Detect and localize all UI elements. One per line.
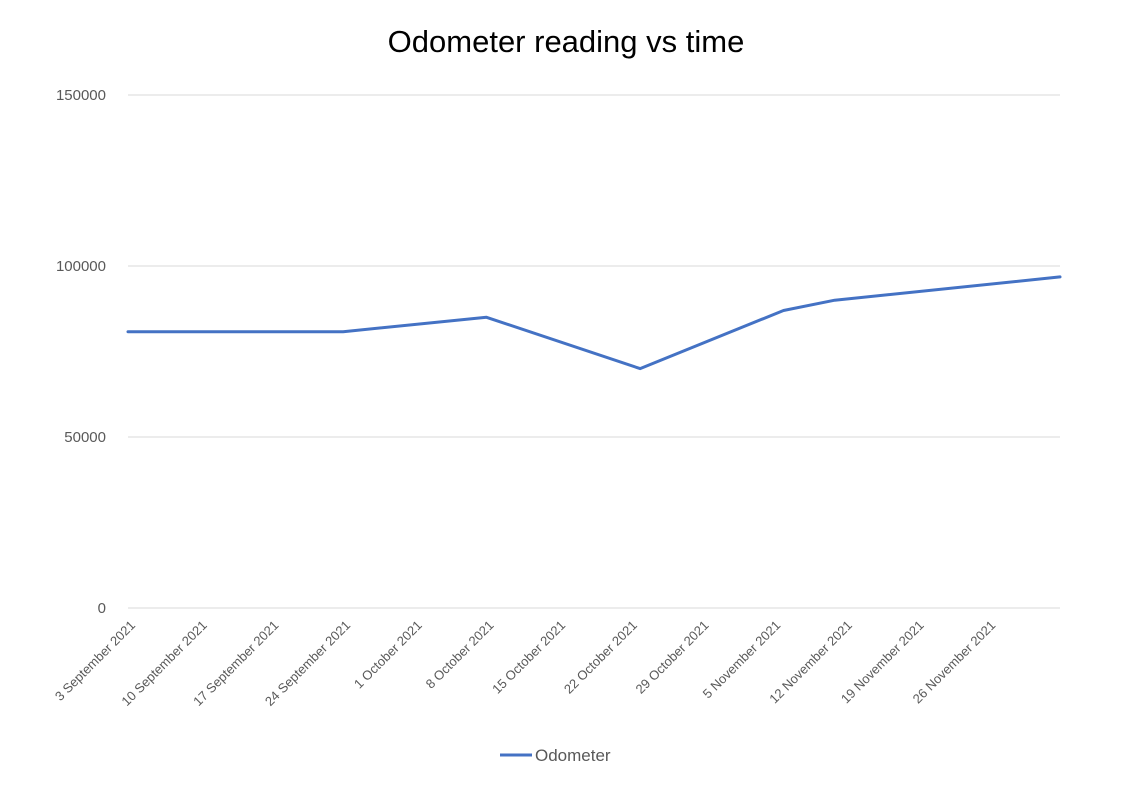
x-tick-label: 5 November 2021 <box>700 618 784 702</box>
legend-label: Odometer <box>535 746 611 765</box>
y-tick-label: 50000 <box>64 429 106 446</box>
chart-title: Odometer reading vs time <box>387 24 745 59</box>
legend: Odometer <box>500 746 611 765</box>
y-axis-ticks: 0 50000 100000 150000 <box>56 87 106 617</box>
series-layer <box>126 275 1062 371</box>
y-tick-label: 100000 <box>56 258 106 275</box>
y-tick-label: 150000 <box>56 87 106 104</box>
gridlines <box>128 94 1060 609</box>
x-tick-label: 22 October 2021 <box>561 618 640 697</box>
x-tick-label: 29 October 2021 <box>633 618 712 697</box>
x-tick-label: 15 October 2021 <box>489 618 568 697</box>
x-tick-label: 1 October 2021 <box>351 618 425 692</box>
series-line-odometer <box>126 275 1062 371</box>
y-tick-label: 0 <box>98 600 106 617</box>
x-tick-label: 8 October 2021 <box>423 618 497 692</box>
